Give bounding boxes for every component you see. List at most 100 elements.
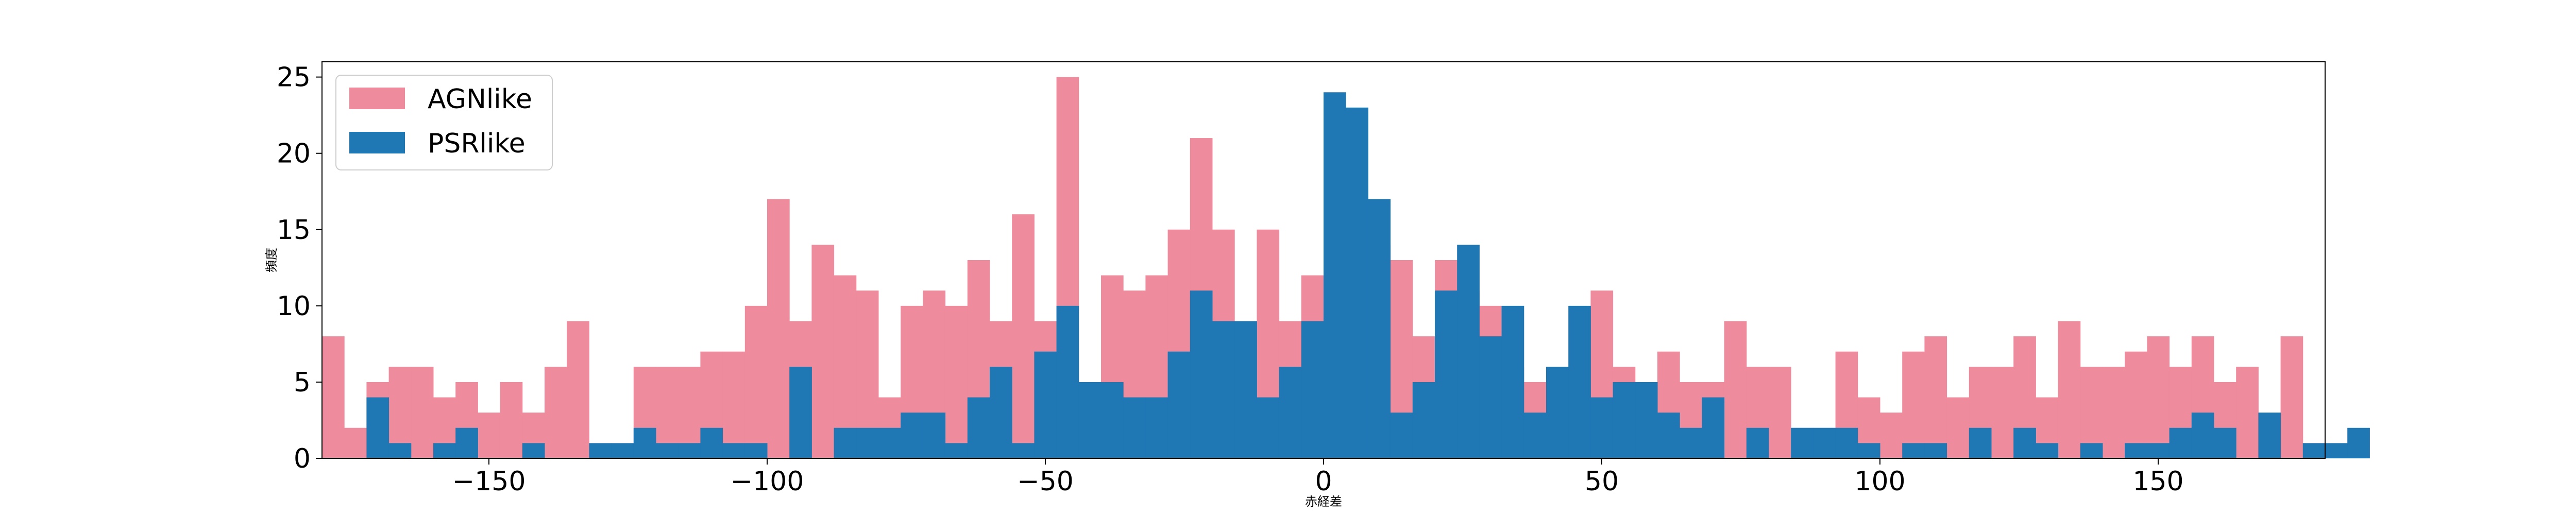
bar-psrlike (2147, 443, 2170, 458)
x-tick-label: 0 (1315, 466, 1332, 497)
y-tick-label: 0 (294, 443, 311, 474)
bar-psrlike (923, 413, 946, 458)
bar-psrlike (1546, 367, 1569, 458)
bar-agnlike (811, 245, 835, 458)
bar-psrlike (611, 443, 634, 458)
bar-psrlike (1857, 443, 1880, 458)
bar-agnlike (1880, 413, 1903, 458)
x-axis-label: 赤経差 (1305, 494, 1342, 509)
bar-psrlike (522, 443, 545, 458)
bar-agnlike (344, 427, 367, 458)
y-axis-label: 頻度 (264, 248, 279, 272)
bar-psrlike (656, 443, 679, 458)
bar-psrlike (1902, 443, 1925, 458)
bar-psrlike (1012, 443, 1035, 458)
bar-agnlike (722, 351, 745, 458)
bar-agnlike (567, 321, 589, 458)
bar-agnlike (2236, 367, 2259, 458)
bar-psrlike (945, 443, 968, 458)
bar-agnlike (744, 305, 768, 458)
bar-psrlike (1590, 397, 1614, 458)
bar-agnlike (767, 199, 790, 458)
bar-psrlike (1279, 367, 1302, 458)
bar-psrlike (722, 443, 745, 458)
bar-psrlike (2169, 427, 2192, 458)
bar-agnlike (1924, 336, 1947, 458)
bar-psrlike (589, 443, 612, 458)
bars-layer (322, 77, 2370, 459)
bar-psrlike (1190, 290, 1213, 458)
legend-swatch-psrlike (349, 132, 405, 153)
bar-psrlike (700, 427, 723, 458)
bar-psrlike (967, 397, 990, 458)
bar-psrlike (1435, 290, 1458, 458)
bar-psrlike (1501, 305, 1524, 458)
bar-psrlike (1301, 321, 1324, 458)
bar-agnlike (1991, 367, 2014, 458)
bar-psrlike (2325, 443, 2348, 458)
bar-agnlike (2058, 321, 2081, 458)
bar-psrlike (990, 367, 1012, 458)
bar-psrlike (1635, 382, 1658, 458)
bar-psrlike (2258, 413, 2281, 458)
bar-psrlike (1145, 397, 1168, 458)
bar-psrlike (1746, 427, 1769, 458)
bar-psrlike (633, 427, 656, 458)
bar-psrlike (1613, 382, 1636, 458)
bar-psrlike (2080, 443, 2103, 458)
bar-agnlike (2147, 336, 2170, 458)
bar-agnlike (545, 367, 567, 458)
bar-psrlike (1078, 382, 1101, 458)
bar-psrlike (2013, 427, 2036, 458)
bar-psrlike (878, 427, 901, 458)
y-tick-label: 25 (277, 62, 311, 93)
bar-agnlike (1724, 321, 1747, 458)
bar-agnlike (478, 413, 501, 458)
x-tick-label: 150 (2132, 466, 2183, 497)
y-axis: 0 5 10 15 20 25 (277, 62, 322, 474)
bar-psrlike (1523, 413, 1547, 458)
legend: AGNlike PSRlike (335, 75, 553, 170)
bar-psrlike (388, 443, 412, 458)
bar-agnlike (1902, 351, 1925, 458)
legend-label-agnlike: AGNlike (428, 84, 532, 115)
bar-agnlike (1769, 367, 1791, 458)
bar-psrlike (2036, 443, 2059, 458)
bar-psrlike (901, 413, 923, 458)
y-tick-label: 15 (277, 215, 311, 246)
bar-psrlike (1479, 336, 1502, 458)
x-axis: −150 −100 −50 0 50 100 150 (452, 458, 2184, 497)
bar-psrlike (1123, 397, 1146, 458)
x-tick-label: −50 (1017, 466, 1074, 497)
bar-psrlike (856, 427, 879, 458)
bar-agnlike (322, 336, 345, 458)
legend-swatch-agnlike (349, 88, 405, 109)
bar-psrlike (1969, 427, 1992, 458)
bar-agnlike (1012, 214, 1035, 458)
bar-psrlike (1368, 199, 1391, 458)
bar-agnlike (2125, 351, 2147, 458)
bar-psrlike (744, 443, 768, 458)
bar-psrlike (1212, 321, 1235, 458)
bar-psrlike (1568, 305, 1591, 458)
x-tick-label: −150 (452, 466, 526, 497)
bar-psrlike (2191, 413, 2214, 458)
bar-psrlike (1457, 245, 1480, 458)
bar-psrlike (834, 427, 857, 458)
bar-psrlike (1346, 107, 1368, 458)
series-psrlike (366, 92, 2370, 458)
x-tick-label: 50 (1585, 466, 1619, 497)
bar-psrlike (1390, 413, 1413, 458)
y-tick-label: 10 (277, 291, 311, 322)
bar-psrlike (1056, 305, 1079, 458)
bar-agnlike (945, 305, 968, 458)
bar-psrlike (1257, 397, 1280, 458)
y-tick-label: 20 (277, 139, 311, 169)
bar-psrlike (1324, 92, 1346, 458)
bar-agnlike (2280, 336, 2303, 458)
x-tick-label: 100 (1854, 466, 1905, 497)
bar-psrlike (1835, 427, 1858, 458)
bar-psrlike (1101, 382, 1124, 458)
